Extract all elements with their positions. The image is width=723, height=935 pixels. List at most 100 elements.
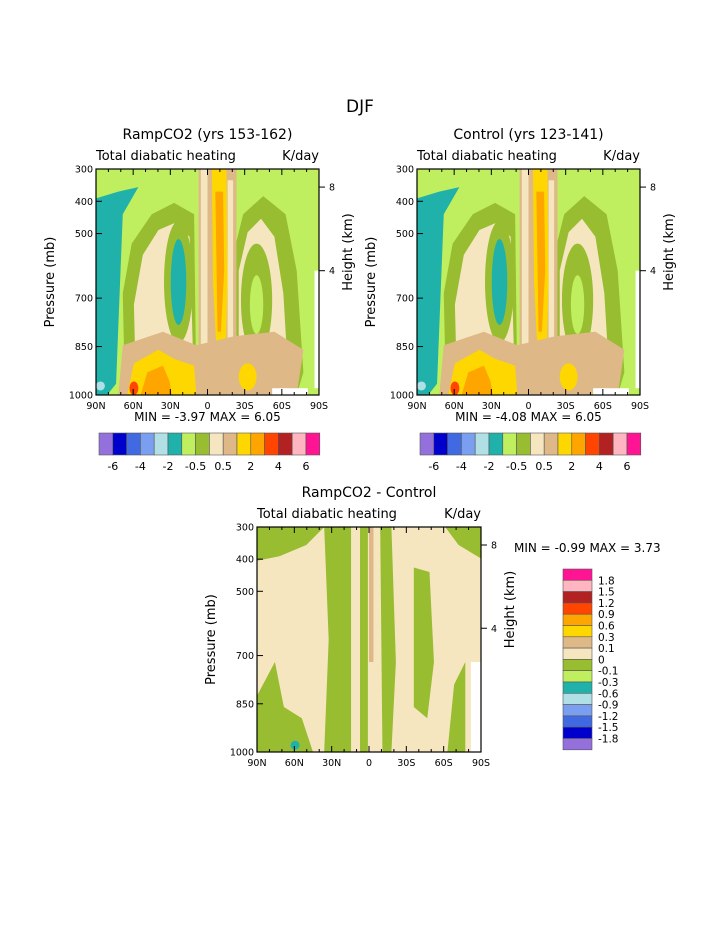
y-tick-label: 850 xyxy=(75,342,93,353)
colorbar-box xyxy=(562,579,593,592)
contour-powderblue-spot xyxy=(417,381,426,391)
panel-2: RampCO2 - Control Total diabatic heating K… xyxy=(204,485,661,769)
colorbar-box xyxy=(153,432,169,456)
contour-wheat-stripe-eq xyxy=(200,169,208,395)
colorbar-box xyxy=(562,692,593,705)
contour-olive-low-sh xyxy=(447,662,466,752)
colorbar-box xyxy=(474,432,490,456)
colorbar-label: 1.2 xyxy=(598,598,615,610)
colorbar-box xyxy=(236,432,252,456)
contour-gold-low-sh xyxy=(238,363,257,391)
colorbar-box xyxy=(562,613,593,626)
colorbar-box xyxy=(571,432,586,456)
x-tick-label: 60S xyxy=(435,758,453,769)
colorbar-box xyxy=(250,432,265,456)
min-label: MIN = xyxy=(514,541,551,555)
right-string: K/day xyxy=(282,149,319,164)
colorbar-box xyxy=(557,432,573,456)
colorbar-label: -4 xyxy=(456,460,467,473)
contour-red-spot xyxy=(129,381,139,395)
colorbar-box xyxy=(461,432,476,456)
colorbar-label: -1.5 xyxy=(598,722,619,734)
colorbar-box xyxy=(433,432,448,456)
colorbar-box xyxy=(98,432,114,456)
y-axis-label: Pressure (mb) xyxy=(364,237,379,328)
contour-wheat-stripe-sh xyxy=(548,180,555,395)
min-value: -3.97 xyxy=(171,410,210,424)
colorbar-label: 0.9 xyxy=(598,609,615,621)
contour-red-spot xyxy=(450,381,460,395)
colorbar-label: 6 xyxy=(623,460,630,473)
colorbar-label: 1.5 xyxy=(598,587,615,599)
y-tick-label: 300 xyxy=(396,165,414,176)
colorbar-box xyxy=(562,738,593,751)
colorbar-box xyxy=(488,432,504,456)
contour-orange-column xyxy=(215,191,225,332)
panel-title: RampCO2 (yrs 153-162) xyxy=(123,127,293,143)
colorbar-box xyxy=(626,432,642,456)
x-tick-label: 0 xyxy=(204,401,210,412)
x-tick-label: 30S xyxy=(236,401,254,412)
x-tick-label: 90S xyxy=(310,401,328,412)
contour-missing-data-edge xyxy=(635,270,640,389)
colorbar-box xyxy=(562,726,593,739)
min-value: -0.99 xyxy=(551,541,590,555)
contour-olive-top-sh xyxy=(445,527,481,559)
colorbar-label: 0.5 xyxy=(535,460,553,473)
x-tick-label: 30S xyxy=(397,758,415,769)
colorbar-box xyxy=(562,591,593,604)
y-axis-label-right: Height (km) xyxy=(341,213,356,290)
colorbar-box xyxy=(264,432,279,456)
contour-orange-low-nh xyxy=(140,365,172,395)
y-tick-label: 500 xyxy=(236,587,254,598)
max-value: 6.05 xyxy=(571,410,602,424)
contour-powderblue-spot xyxy=(96,381,105,391)
height-tick-label: 4 xyxy=(650,266,656,277)
colorbar-label: 4 xyxy=(596,460,603,473)
left-string: Total diabatic heating xyxy=(256,507,397,522)
colorbar-box xyxy=(562,704,593,717)
colorbar-label: -0.1 xyxy=(598,666,619,678)
colorbar-label: 0.1 xyxy=(598,643,615,655)
colorbar-box xyxy=(612,432,628,456)
contour-missing-data-bottom xyxy=(593,388,629,395)
colorbar-box xyxy=(195,432,210,456)
contour-olive-stripe-2 xyxy=(360,527,368,752)
y-tick-label: 400 xyxy=(236,555,254,566)
contour-teal-blob-nh xyxy=(491,239,508,325)
x-tick-label: 0 xyxy=(525,401,531,412)
x-tick-label: 60N xyxy=(285,758,304,769)
x-tick-label: 30N xyxy=(482,401,501,412)
contour-orange-column xyxy=(536,191,546,332)
height-tick-label: 4 xyxy=(491,624,497,635)
x-tick-label: 30S xyxy=(557,401,575,412)
left-string: Total diabatic heating xyxy=(95,149,236,164)
colorbar-label: -0.3 xyxy=(598,677,619,689)
colorbar-box xyxy=(516,432,531,456)
y-tick-label: 850 xyxy=(236,699,254,710)
colorbar-box xyxy=(530,432,545,456)
min-max-label: MIN = -0.99 MAX = 3.73 xyxy=(514,541,661,555)
y-tick-label: 500 xyxy=(75,229,93,240)
right-string: K/day xyxy=(603,149,640,164)
x-tick-label: 30N xyxy=(322,758,341,769)
colorbar-box xyxy=(126,432,141,456)
colorbar-box xyxy=(562,670,593,683)
colorbar-label: -1.2 xyxy=(598,711,619,723)
colorbar-box xyxy=(209,432,224,456)
x-tick-label: 90N xyxy=(407,401,426,412)
x-tick-label: 90N xyxy=(247,758,266,769)
contour-teal-blob-nh xyxy=(170,239,187,325)
height-tick-label: 8 xyxy=(650,183,656,194)
colorbar-box xyxy=(599,432,614,456)
y-tick-label: 500 xyxy=(396,229,414,240)
colorbar-label: 2 xyxy=(568,460,575,473)
colorbar-label: -0.6 xyxy=(598,688,619,700)
y-axis-label: Pressure (mb) xyxy=(204,594,219,685)
contour-lightgreen-blob-sh xyxy=(249,275,264,334)
colorbar-box xyxy=(305,432,321,456)
figure-title: DJF xyxy=(346,97,374,117)
left-string: Total diabatic heating xyxy=(416,149,557,164)
